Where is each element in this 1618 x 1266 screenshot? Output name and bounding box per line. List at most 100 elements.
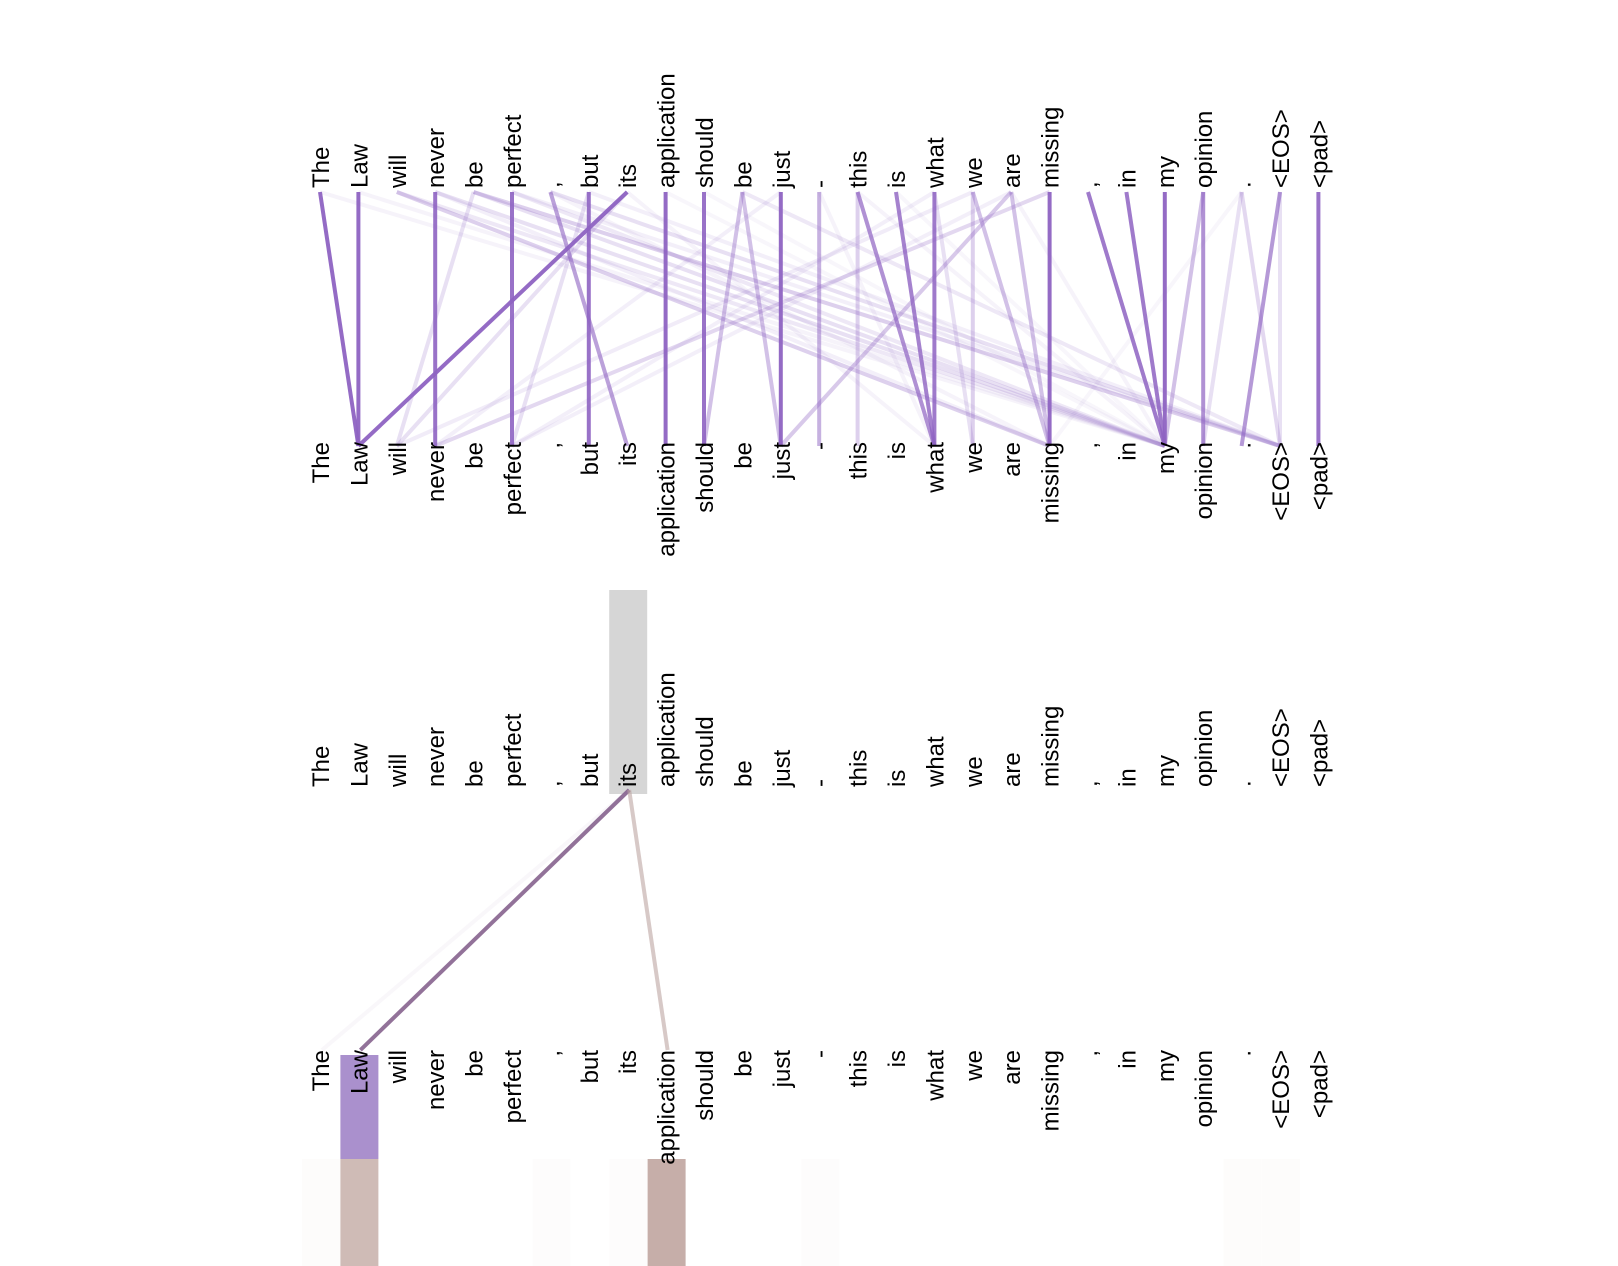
detail-target-token-never: never [423,1050,450,1110]
overview-source-token-are: are [999,153,1026,188]
detail-source-token-opinion: opinion [1191,710,1218,787]
detail-source-token-my: my [1153,755,1180,787]
overview-source-token-is: is [884,171,911,188]
detail-source-token-punct: , [538,780,565,787]
overview-target-token-application: application [654,442,681,557]
attention-line-54 [434,190,1051,448]
detail-source-token-be: be [462,760,489,787]
secondary-highlight-4 [647,1159,686,1266]
attention-line-35 [1086,191,1167,447]
detail-source-token-punct: - [807,779,834,787]
overview-target-token-this: this [846,442,873,479]
overview-target-token-are: are [999,442,1026,477]
detail-target-token-be: be [462,1050,489,1077]
overview-target-token-in: in [1114,442,1141,461]
overview-target-token-opinion: opinion [1191,442,1218,519]
overview-source-token-be: be [462,161,489,188]
detail-source-token-this: this [846,750,873,787]
overview-target-token-but: but [577,442,604,476]
detail-source-token-law: Law [346,742,373,787]
detail-line-0 [359,788,631,1052]
attention-line-52 [511,190,1281,448]
overview-source-token-should: should [692,117,719,188]
detail-attention-lines [320,788,670,1052]
attention-line-42 [1239,191,1282,447]
primary-highlight-0 [340,1055,379,1159]
overview-target-token-its: its [615,442,642,466]
detail-source-token-be: be [730,760,757,787]
overview-target-token-pad: <pad> [1306,442,1333,510]
detail-source-token-but: but [577,753,604,787]
detail-target-token-my: my [1153,1050,1180,1082]
overview-target-token-my: my [1153,442,1180,474]
overview-target-token-the: The [308,442,335,483]
attention-line-14 [510,191,591,447]
detail-line-2 [320,788,631,1052]
detail-highlights [302,590,1300,1266]
overview-source-token-its: its [615,164,642,188]
overview-source-token-but: but [577,154,604,188]
overview-source-token-be: be [730,161,757,188]
detail-target-token-punct: , [1076,1050,1103,1057]
overview-target-token-eos: <EOS> [1268,442,1295,521]
overview-target-token-we: we [961,442,988,474]
attention-line-60 [510,190,936,448]
detail-target-token-just: just [769,1050,796,1089]
secondary-highlight-1 [340,1159,379,1266]
overview-source-token-eos: <EOS> [1268,109,1295,188]
overview-target-tokens: The Law will never be perfect, but its applicati… [308,441,1333,556]
attention-line-39 [1162,191,1206,447]
overview-source-token-will: will [385,155,412,189]
attention-line-50 [894,190,1167,448]
detail-source-token-missing: missing [1038,706,1065,787]
detail-source-token-in: in [1114,768,1141,787]
detail-target-token-are: are [999,1050,1026,1085]
detail-target-token-but: but [577,1050,604,1084]
attention-line-53 [588,190,1281,448]
detail-target-token-eos: <EOS> [1268,1050,1295,1129]
overview-target-token-should: should [692,442,719,513]
attention-line-55 [625,190,936,448]
attention-line-36 [1124,191,1167,447]
secondary-highlight-5 [801,1159,839,1266]
attention-line-46 [357,190,1166,448]
overview-target-token-just: just [769,442,796,481]
detail-target-token-will: will [385,1050,412,1084]
overview-source-tokens: The Law will never be perfect, but its applicati… [308,73,1333,189]
attention-line-61 [395,190,974,448]
overview-source-token-this: this [846,151,873,188]
attention-line-21 [741,190,1281,448]
overview-source-token-never: never [423,128,450,188]
detail-source-token-just: just [769,749,796,788]
detail-target-token-pad: <pad> [1306,1050,1333,1118]
overview-source-token-punct: , [538,181,565,188]
detail-source-token-application: application [654,672,681,787]
attention-line-24 [855,191,937,447]
attention-line-0 [318,191,361,447]
detail-target-token-law: Law [346,1049,373,1094]
overview-source-token-my: my [1153,156,1180,188]
secondary-highlight-3 [609,1159,647,1266]
detail-target-token-is: is [884,1050,911,1067]
attention-line-62 [511,190,1013,448]
overview-source-token-perfect: perfect [500,114,527,188]
overview-target-token-missing: missing [1038,442,1065,523]
overview-target-token-punct: , [1076,442,1103,449]
overview-source-token-application: application [654,73,681,188]
attention-line-45 [319,190,1166,448]
attention-line-31 [779,190,1013,448]
overview-source-token-the: The [308,147,335,188]
overview-target-token-be: be [462,442,489,469]
secondary-highlight-7 [1262,1159,1300,1266]
attention-line-6 [472,190,1281,448]
attention-line-59 [434,190,782,448]
overview-target-token-is: is [884,442,911,459]
secondary-highlight-0 [302,1159,340,1266]
detail-source-tokens: The Law will never be perfect, but its applicati… [308,672,1333,788]
detail-target-token-be: be [730,1050,757,1077]
overview-source-token-punct: . [1230,181,1257,188]
detail-target-token-punct: , [538,1050,565,1057]
detail-source-token-what: what [922,736,949,788]
detail-target-token-application: application [654,1050,681,1165]
